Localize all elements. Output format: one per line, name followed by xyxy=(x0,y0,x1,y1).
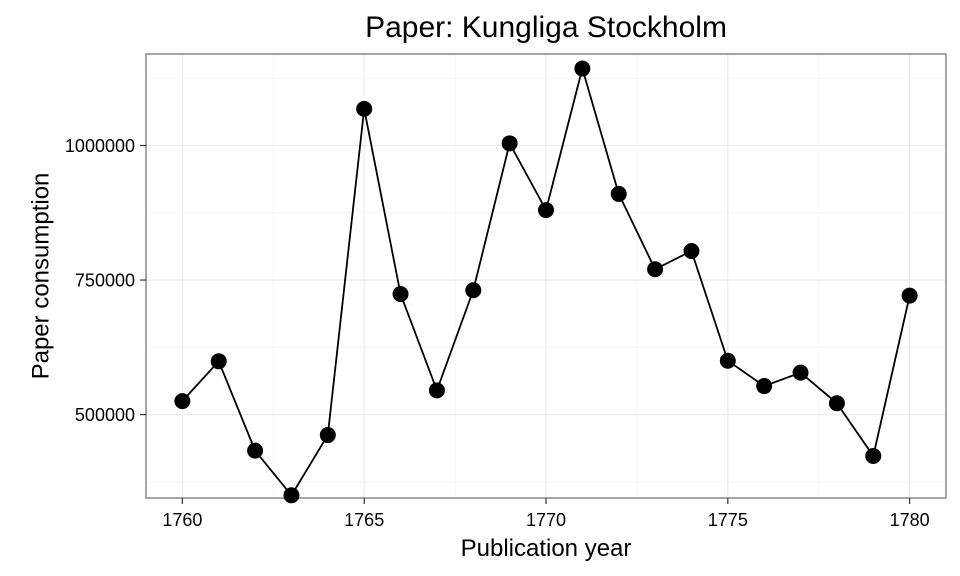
data-point xyxy=(792,364,809,381)
data-point xyxy=(210,353,227,370)
data-point xyxy=(247,442,264,459)
x-tick-label: 1780 xyxy=(890,510,930,530)
chart-title: Paper: Kungliga Stockholm xyxy=(365,11,727,44)
grid-layer xyxy=(146,54,946,498)
data-point xyxy=(719,352,736,369)
data-point xyxy=(392,286,409,303)
data-point xyxy=(647,261,664,278)
data-point xyxy=(901,287,918,304)
data-point xyxy=(501,135,518,152)
data-point xyxy=(465,282,482,299)
data-point xyxy=(428,382,445,399)
data-point xyxy=(538,202,554,219)
data-point xyxy=(356,100,373,117)
data-point xyxy=(683,242,700,259)
data-point xyxy=(283,487,300,504)
axis-ticks: 1760 1765 1770 1775 1780 500000 750000 1000000 xyxy=(65,136,930,530)
series-layer xyxy=(174,60,918,504)
data-point xyxy=(174,393,191,410)
x-axis-title: Publication year xyxy=(461,535,632,562)
data-point xyxy=(865,448,882,465)
x-tick-label: 1775 xyxy=(708,510,748,530)
y-axis-title: Paper consumption xyxy=(27,173,54,380)
y-tick-label: 750000 xyxy=(75,271,135,291)
data-point xyxy=(574,60,591,77)
data-point xyxy=(319,427,336,444)
x-tick-label: 1760 xyxy=(162,510,202,530)
data-point xyxy=(610,185,627,202)
data-point xyxy=(828,395,845,412)
y-tick-label: 1000000 xyxy=(65,136,135,156)
y-tick-label: 500000 xyxy=(75,405,135,425)
x-tick-label: 1770 xyxy=(526,510,566,530)
x-tick-label: 1765 xyxy=(344,510,384,530)
data-point xyxy=(756,378,773,395)
